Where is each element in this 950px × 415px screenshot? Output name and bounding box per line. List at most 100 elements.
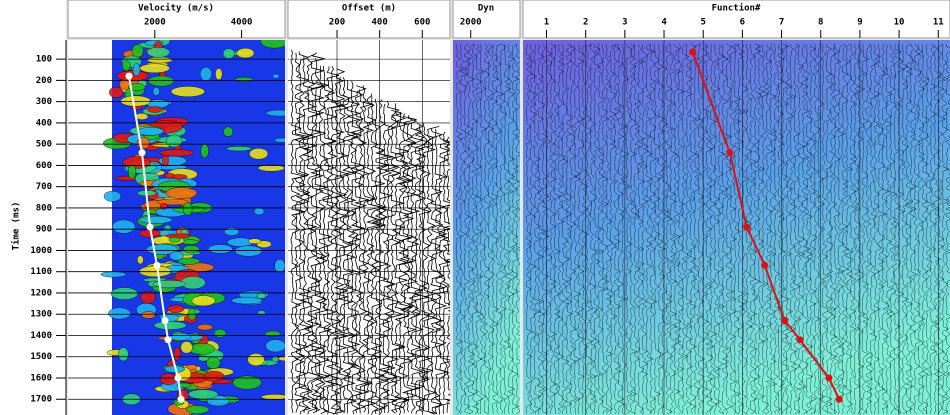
semblance-blob: [165, 173, 175, 178]
x-tick-label: 7: [779, 18, 784, 28]
semblance-blob: [186, 406, 209, 414]
plots: 1002003004005006007008009001000110012001…: [30, 18, 950, 415]
pick: [743, 224, 750, 231]
semblance-blob: [235, 246, 262, 257]
y-tick-label: 1000: [30, 246, 52, 256]
y-tick-label: 1600: [30, 373, 52, 383]
velocity-analysis: Velocity (m/s) Offset (m) Dyn Function# …: [0, 0, 950, 415]
y-tick-label: 600: [36, 161, 52, 171]
semblance-blob: [169, 237, 181, 242]
panel-title: Velocity (m/s): [138, 3, 214, 14]
semblance-blob: [108, 308, 130, 319]
semblance-blob: [148, 76, 174, 86]
semblance-blob: [147, 47, 170, 57]
semblance-blob: [118, 347, 128, 361]
x-tick-label: 6: [740, 18, 745, 28]
semblance-blob: [174, 347, 181, 361]
y-tick-label: 1300: [30, 310, 52, 320]
semblance-blob: [272, 357, 279, 362]
semblance-blob: [162, 154, 168, 166]
x-tick-label: 600: [414, 18, 430, 28]
panel-title: Dyn: [478, 4, 494, 14]
x-tick-label: 200: [329, 18, 345, 28]
x-tick-label: 3: [622, 18, 627, 28]
semblance-blob: [192, 296, 215, 306]
x-tick-label: 4000: [231, 18, 253, 28]
semblance-blob: [133, 63, 140, 76]
semblance-blob: [170, 251, 184, 260]
x-tick-label: 2: [583, 18, 588, 28]
semblance-blob: [183, 202, 192, 215]
semblance-blob: [224, 227, 239, 235]
x-tick-label: 5: [700, 18, 705, 28]
semblance-blob: [188, 390, 218, 400]
y-tick-label: 1700: [30, 395, 52, 405]
x-tick-label: 2000: [144, 18, 166, 28]
semblance-blob: [142, 311, 155, 318]
semblance-blob: [122, 61, 130, 71]
pick: [153, 262, 160, 269]
semblance-blob: [160, 374, 177, 385]
pick: [825, 374, 832, 381]
semblance-blob: [153, 280, 186, 288]
y-tick-label: 1100: [30, 267, 52, 277]
x-tick-label: 1: [544, 18, 549, 28]
semblance-blob: [132, 44, 143, 57]
y-tick-label: 700: [36, 182, 52, 192]
pick: [175, 374, 182, 381]
semblance-blob: [111, 287, 138, 299]
semblance-blob: [201, 144, 209, 158]
semblance-blob: [153, 87, 159, 95]
y-tick-label: 300: [36, 97, 52, 107]
semblance-blob: [140, 64, 170, 73]
y-tick-label: 400: [36, 118, 52, 128]
pick: [161, 317, 168, 324]
pick: [125, 73, 132, 80]
page: Velocity (m/s) Offset (m) Dyn Function# …: [0, 0, 950, 415]
semblance-blob: [257, 293, 266, 299]
semblance-blob: [166, 135, 182, 147]
pick: [836, 396, 843, 403]
gather: [523, 40, 950, 415]
semblance-blob: [139, 216, 172, 223]
y-tick-label: 1400: [30, 331, 52, 341]
semblance-blob: [223, 127, 232, 137]
semblance-blob: [223, 49, 235, 59]
x-tick-label: 4: [661, 18, 667, 28]
pick: [726, 149, 733, 156]
semblance-blob: [166, 187, 197, 198]
y-tick-label: 100: [36, 55, 52, 65]
pick: [147, 224, 154, 231]
semblance-blob: [104, 191, 121, 201]
semblance-blob: [181, 341, 193, 353]
semblance-blob: [137, 256, 143, 264]
panel-title: Function#: [712, 3, 761, 14]
semblance-blob: [138, 127, 164, 135]
semblance-blob: [215, 68, 222, 79]
pick: [689, 49, 696, 56]
pick: [761, 262, 768, 269]
semblance-blob: [160, 203, 167, 209]
gather: [288, 40, 461, 415]
x-tick-label: 10: [894, 18, 905, 28]
semblance-blob: [248, 353, 265, 366]
semblance-blob: [123, 157, 151, 169]
y-tick-label: 200: [36, 76, 52, 86]
semblance-blob: [101, 272, 126, 277]
x-tick-label: 2000: [460, 18, 482, 28]
semblance-blob: [237, 48, 255, 58]
semblance-blob: [273, 74, 279, 79]
semblance-blob: [275, 259, 286, 272]
semblance-blob: [109, 87, 123, 98]
x-tick-label: 8: [818, 18, 823, 28]
semblance-blob: [147, 107, 162, 113]
pick: [178, 396, 185, 403]
semblance-blob: [171, 86, 205, 96]
semblance-blob: [249, 239, 261, 244]
semblance-blob: [249, 148, 268, 159]
pick: [165, 336, 172, 343]
semblance-blob: [261, 394, 287, 399]
semblance-blob: [170, 333, 191, 341]
gather: [453, 40, 523, 415]
pick: [781, 317, 788, 324]
